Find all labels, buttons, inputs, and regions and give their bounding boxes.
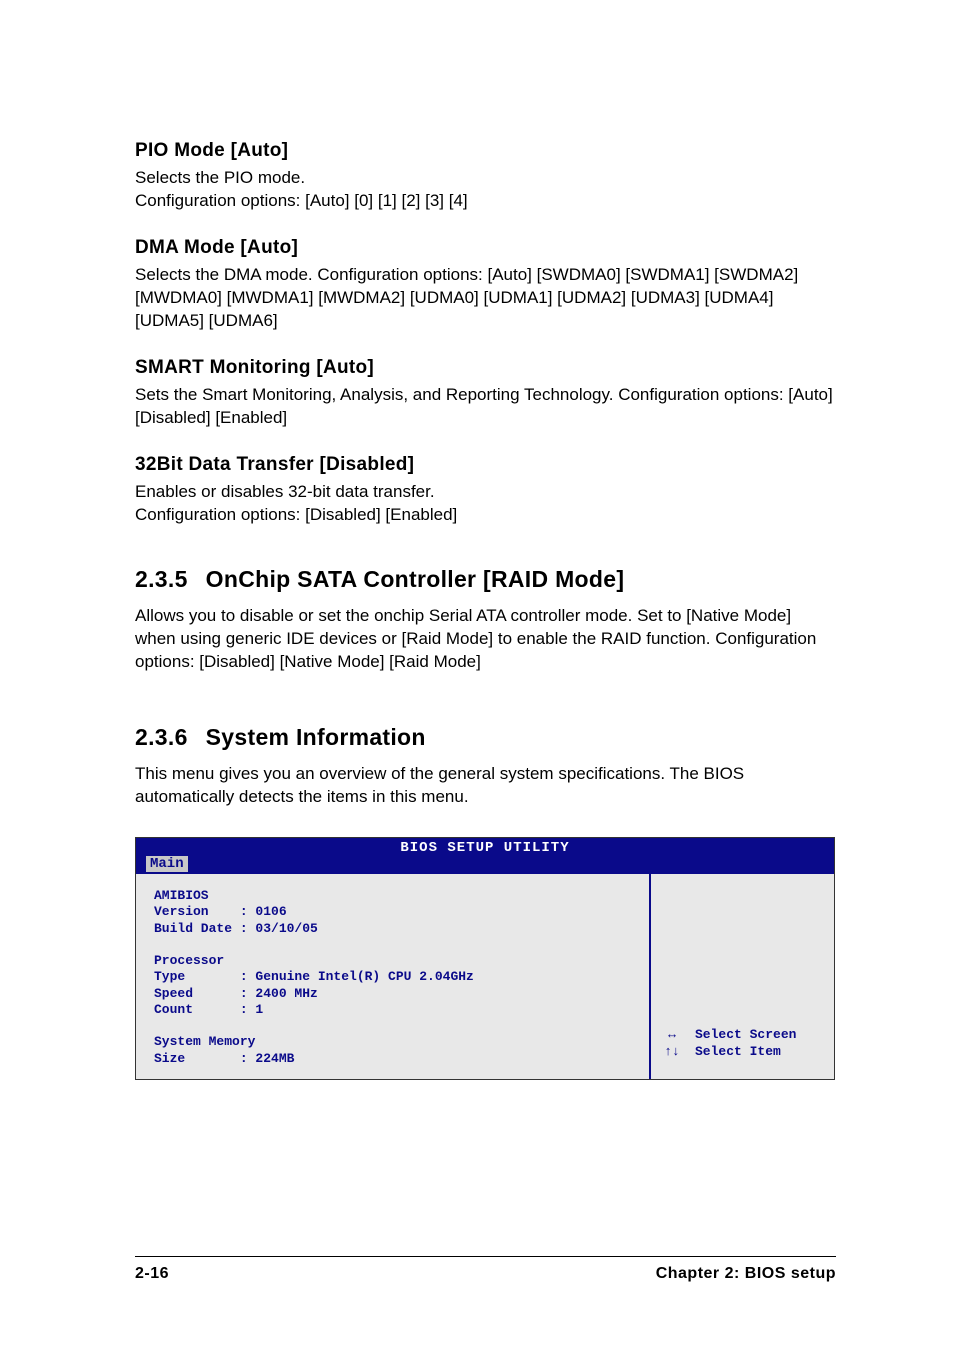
left-right-arrow-icon: ↔: [663, 1027, 681, 1044]
body-pio-mode: Selects the PIO mode. Configuration opti…: [135, 167, 836, 213]
nav-select-item-label: Select Item: [695, 1044, 781, 1061]
heading-number: 2.3.5: [135, 566, 188, 593]
up-down-arrow-icon: ↑↓: [663, 1044, 681, 1061]
bios-help-panel: ↔ Select Screen ↑↓ Select Item: [649, 874, 834, 1079]
heading-title: System Information: [206, 724, 426, 750]
heading-title: OnChip SATA Controller [RAID Mode]: [206, 566, 625, 592]
body-smart-monitoring: Sets the Smart Monitoring, Analysis, and…: [135, 384, 836, 430]
bios-screenshot: BIOS SETUP UTILITY Main AMIBIOS Version …: [135, 837, 835, 1080]
heading-dma-mode: DMA Mode [Auto]: [135, 237, 836, 259]
heading-smart-monitoring: SMART Monitoring [Auto]: [135, 357, 836, 379]
heading-number: 2.3.6: [135, 724, 188, 751]
page-footer: 2-16 Chapter 2: BIOS setup: [135, 1256, 836, 1283]
bios-title: BIOS SETUP UTILITY: [400, 840, 569, 856]
footer-divider: [135, 1256, 836, 1257]
bios-tab-main: Main: [146, 856, 188, 872]
heading-system-information: 2.3.6 System Information: [135, 724, 836, 751]
page-number: 2-16: [135, 1265, 169, 1283]
bios-info-panel: AMIBIOS Version : 0106 Build Date : 03/1…: [136, 874, 649, 1079]
heading-32bit-transfer: 32Bit Data Transfer [Disabled]: [135, 454, 836, 476]
heading-pio-mode: PIO Mode [Auto]: [135, 140, 836, 162]
nav-select-screen-label: Select Screen: [695, 1027, 796, 1044]
body-onchip-sata: Allows you to disable or set the onchip …: [135, 605, 836, 674]
heading-onchip-sata: 2.3.5 OnChip SATA Controller [RAID Mode]: [135, 566, 836, 593]
body-32bit-transfer: Enables or disables 32-bit data transfer…: [135, 481, 836, 527]
chapter-label: Chapter 2: BIOS setup: [656, 1265, 836, 1283]
bios-nav-hints: ↔ Select Screen ↑↓ Select Item: [663, 1027, 796, 1061]
bios-titlebar: BIOS SETUP UTILITY Main: [136, 838, 834, 874]
body-dma-mode: Selects the DMA mode. Configuration opti…: [135, 264, 836, 333]
bios-body: AMIBIOS Version : 0106 Build Date : 03/1…: [136, 874, 834, 1079]
body-system-information: This menu gives you an overview of the g…: [135, 763, 836, 809]
